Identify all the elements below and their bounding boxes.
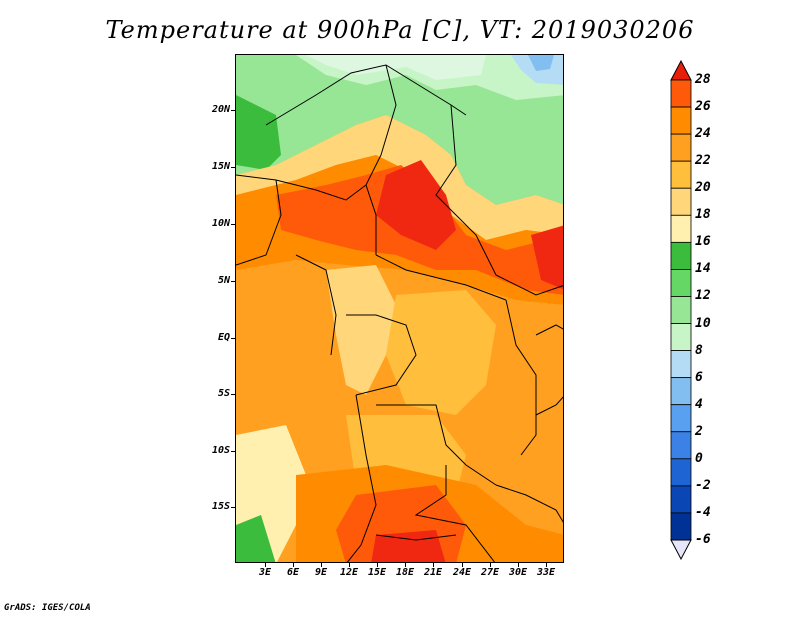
colorbar-label: -2 bbox=[695, 477, 711, 493]
lon-label-30e: 30E bbox=[508, 567, 528, 578]
colorbar-segment bbox=[670, 79, 692, 108]
lon-tick bbox=[462, 563, 463, 567]
field-south-green bbox=[236, 515, 276, 562]
colorbar-segment bbox=[670, 269, 692, 297]
colorbar-segment bbox=[670, 160, 692, 189]
colorbar-segment bbox=[670, 296, 692, 324]
colorbar-label: 20 bbox=[695, 180, 711, 196]
colorbar-label: 12 bbox=[695, 288, 711, 304]
field-east-red bbox=[531, 225, 563, 290]
lat-tick bbox=[231, 167, 235, 168]
lon-label-15e: 15E bbox=[367, 567, 387, 578]
country-borders bbox=[236, 64, 563, 562]
lat-tick bbox=[231, 224, 235, 225]
colorbar-label: 22 bbox=[695, 153, 711, 169]
lat-label-5n: 5N bbox=[217, 275, 230, 286]
colorbar-segment bbox=[670, 323, 692, 351]
lat-label-5s: 5S bbox=[217, 388, 230, 399]
lat-label-10s: 10S bbox=[211, 445, 230, 456]
colorbar-segment bbox=[670, 133, 692, 162]
lon-tick bbox=[349, 563, 350, 567]
colorbar-label: 18 bbox=[695, 207, 711, 223]
map-title: Temperature at 900hPa [C], VT: 201903020… bbox=[105, 16, 695, 44]
colorbar-segment bbox=[670, 214, 692, 243]
colorbar-label: 26 bbox=[695, 99, 711, 115]
field-north-green bbox=[236, 55, 563, 205]
lat-label-10n: 10N bbox=[211, 218, 230, 229]
lat-tick bbox=[231, 110, 235, 111]
field-central-yellow bbox=[326, 265, 396, 395]
colorbar-label: 0 bbox=[695, 450, 703, 466]
colorbar bbox=[670, 60, 692, 560]
lon-label-27e: 27E bbox=[480, 567, 500, 578]
lon-tick bbox=[293, 563, 294, 567]
colorbar-label: -6 bbox=[695, 532, 711, 547]
colorbar-label: 4 bbox=[695, 396, 703, 412]
colorbar-label: 14 bbox=[695, 261, 711, 277]
lon-label-6e: 6E bbox=[286, 567, 300, 578]
lon-tick bbox=[321, 563, 322, 567]
field-red-core bbox=[376, 160, 456, 250]
lon-tick bbox=[377, 563, 378, 567]
colorbar-label: 16 bbox=[695, 234, 711, 250]
field-yellow-band bbox=[236, 115, 563, 240]
colorbar-segment bbox=[670, 431, 692, 460]
lon-tick bbox=[265, 563, 266, 567]
colorbar-label: -4 bbox=[695, 504, 711, 520]
footer-credit: GrADS: IGES/COLA bbox=[4, 603, 91, 613]
colorbar-label: 28 bbox=[695, 72, 711, 87]
colorbar-segment bbox=[670, 404, 692, 433]
colorbar-segment bbox=[670, 187, 692, 216]
lat-tick bbox=[231, 394, 235, 395]
colorbar-segment bbox=[670, 106, 692, 135]
lon-label-9e: 9E bbox=[314, 567, 328, 578]
field-central-light bbox=[386, 290, 496, 415]
lon-tick bbox=[405, 563, 406, 567]
lon-tick bbox=[518, 563, 519, 567]
lat-label-15s: 15S bbox=[211, 501, 230, 512]
lon-label-12e: 12E bbox=[339, 567, 359, 578]
field-north-pale bbox=[306, 55, 486, 80]
temperature-field bbox=[236, 55, 563, 562]
colorbar-label: 24 bbox=[695, 126, 711, 142]
lat-label-15n: 15N bbox=[211, 161, 230, 172]
colorbar-label: 6 bbox=[695, 369, 703, 385]
lon-label-24e: 24E bbox=[452, 567, 472, 578]
lat-label-20n: 20N bbox=[211, 104, 230, 115]
colorbar-segment bbox=[670, 350, 692, 379]
colorbar-top-triangle bbox=[670, 60, 692, 81]
colorbar-segment bbox=[670, 512, 692, 541]
lon-label-18e: 18E bbox=[395, 567, 415, 578]
field-blue-patch-core bbox=[528, 55, 554, 71]
colorbar-label: 2 bbox=[695, 423, 703, 439]
colorbar-segment bbox=[670, 241, 692, 270]
lon-tick bbox=[546, 563, 547, 567]
field-south-core bbox=[371, 530, 446, 562]
lat-tick bbox=[231, 281, 235, 282]
lon-tick bbox=[433, 563, 434, 567]
lat-tick bbox=[231, 451, 235, 452]
colorbar-segment bbox=[670, 485, 692, 514]
colorbar-label: 8 bbox=[695, 342, 703, 358]
lon-label-3e: 3E bbox=[258, 567, 272, 578]
field-west-green bbox=[236, 95, 281, 170]
colorbar-segment bbox=[670, 377, 692, 406]
lat-label-eq: EQ bbox=[217, 332, 230, 343]
map-panel bbox=[235, 54, 564, 563]
lon-label-33e: 33E bbox=[536, 567, 556, 578]
lon-label-21e: 21E bbox=[423, 567, 443, 578]
lon-tick bbox=[490, 563, 491, 567]
colorbar-segment bbox=[670, 458, 692, 487]
colorbar-bottom-triangle bbox=[670, 539, 692, 560]
lat-tick bbox=[231, 507, 235, 508]
colorbar-label: 10 bbox=[695, 315, 711, 331]
lat-tick bbox=[231, 338, 235, 339]
